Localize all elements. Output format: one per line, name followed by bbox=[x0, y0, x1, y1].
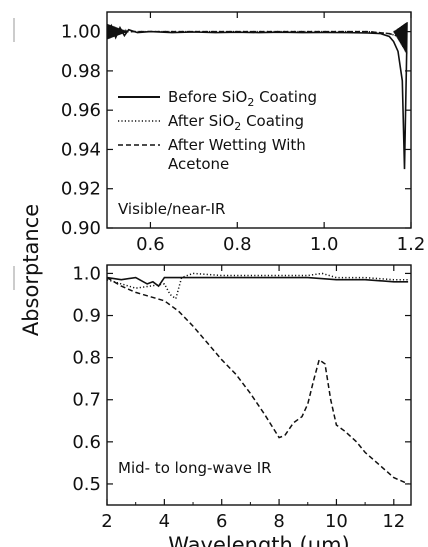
top-x-tick-label: 1.2 bbox=[397, 234, 426, 255]
top-legend-label-solid: Before SiO2 Coating bbox=[168, 88, 317, 109]
legend-label-subscript: 2 bbox=[247, 96, 254, 109]
top-legend-label-dotted: After SiO2 Coating bbox=[168, 112, 304, 133]
top-noise-right bbox=[393, 22, 408, 55]
top-series-solid-line bbox=[107, 23, 408, 170]
top-plot-frame bbox=[106, 11, 412, 229]
top-y-tick-label: 0.94 bbox=[61, 139, 101, 160]
top-x-tick-label: 0.8 bbox=[223, 234, 252, 255]
top-x-tick-label: 1.0 bbox=[310, 234, 339, 255]
top-series-dotted-line bbox=[107, 30, 408, 39]
legend-label-subscript: 2 bbox=[234, 120, 241, 133]
shared-y-axis-label: Absorptance bbox=[19, 204, 43, 336]
shared-y-axis-label-group: Absorptance bbox=[13, 18, 43, 336]
bottom-panel-annotation: Mid- to long-wave IR bbox=[118, 459, 272, 477]
top-y-tick-label: 0.96 bbox=[61, 100, 101, 121]
bottom-series-dashed-line bbox=[107, 276, 409, 485]
bottom-y-tick-label: 0.8 bbox=[72, 348, 101, 369]
top-panel-annotation: Visible/near-IR bbox=[118, 200, 225, 218]
bottom-y-tick-label: 0.5 bbox=[72, 474, 101, 495]
bottom-x-tick-label: 8 bbox=[273, 511, 284, 532]
bottom-x-tick-label: 10 bbox=[325, 511, 348, 532]
top-x-tick-label: 0.6 bbox=[136, 234, 165, 255]
top-y-tick-label: 1.00 bbox=[61, 22, 101, 43]
bottom-series-dotted-line bbox=[107, 272, 409, 300]
bottom-x-axis-label: Wavelength (μm) bbox=[168, 533, 349, 547]
legend-label-part: After SiO bbox=[168, 112, 234, 130]
legend-label-part: Before SiO bbox=[168, 88, 247, 106]
bottom-x-tick-label: 6 bbox=[216, 511, 227, 532]
bottom-series-solid-line bbox=[107, 276, 409, 288]
bottom-x-tick-label: 4 bbox=[159, 511, 170, 532]
top-series-dashed-line bbox=[107, 30, 408, 39]
chart-panel-top: 0.6 0.8 1.0 1.2 0.90 0.92 0.94 0.96 0.98 1.00 Visi… bbox=[61, 11, 426, 255]
bottom-y-tick-label: 0.7 bbox=[72, 390, 101, 411]
legend-label-part: Coating bbox=[254, 88, 317, 106]
top-y-tick-label: 0.98 bbox=[61, 61, 101, 82]
legend-label-part: Coating bbox=[241, 112, 304, 130]
bottom-plot-frame bbox=[106, 264, 412, 506]
bottom-y-tick-label: 0.9 bbox=[72, 306, 101, 327]
top-y-tick-label: 0.92 bbox=[61, 179, 101, 200]
bottom-y-tick-label: 1.0 bbox=[72, 263, 101, 284]
top-legend-label-dashed: After Wetting With bbox=[168, 136, 306, 154]
bottom-y-tick-label: 0.6 bbox=[72, 432, 101, 453]
bottom-x-tick-label: 2 bbox=[101, 511, 112, 532]
bottom-x-tick-label: 12 bbox=[382, 511, 405, 532]
chart-panel-bottom: 2 4 6 8 10 12 0.5 0.6 0.7 0.8 0.9 1.0 Mid- to long-w… bbox=[72, 263, 412, 547]
top-legend-label-dashed-line2: Acetone bbox=[168, 155, 229, 173]
top-y-tick-label: 0.90 bbox=[61, 218, 101, 239]
